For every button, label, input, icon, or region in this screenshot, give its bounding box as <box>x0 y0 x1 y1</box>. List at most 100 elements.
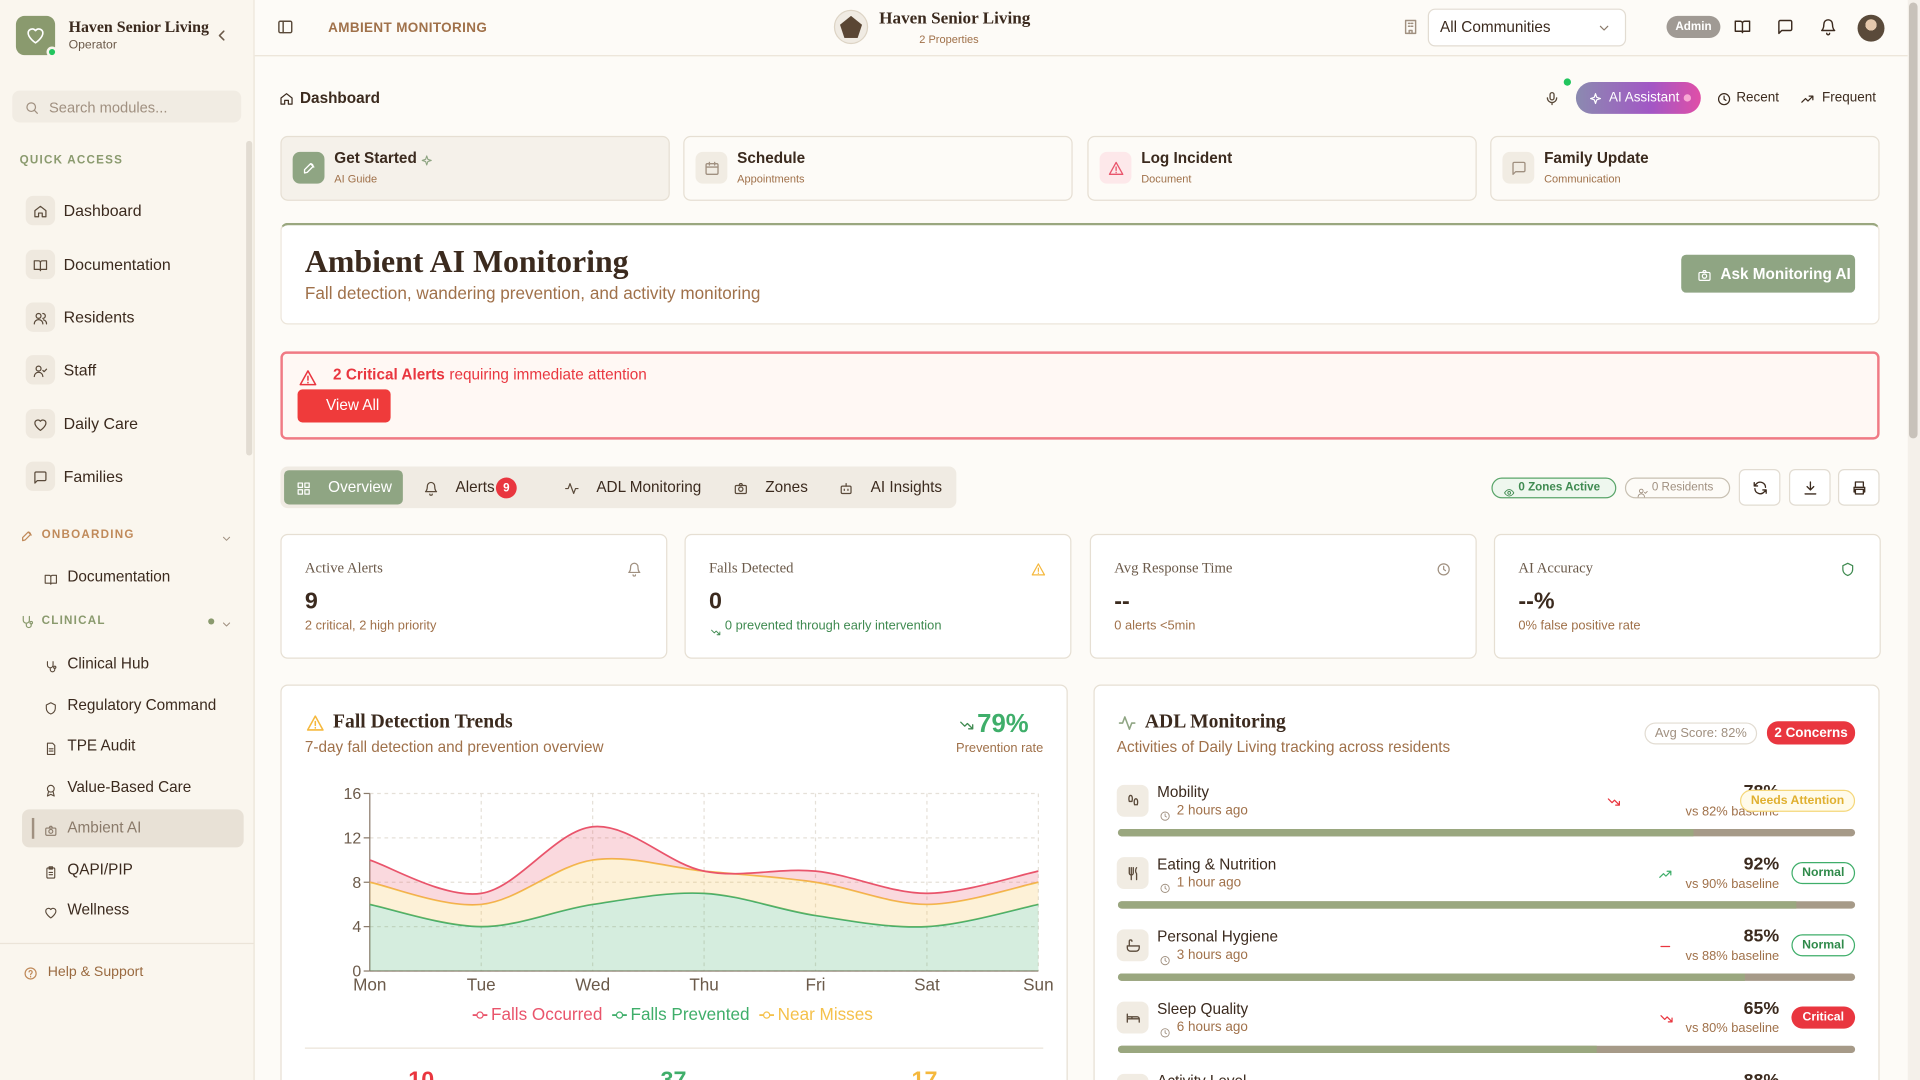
icon-shape <box>44 574 57 585</box>
icon <box>33 257 48 272</box>
tab[interactable] <box>284 470 403 505</box>
icon <box>43 699 56 714</box>
icon <box>1588 91 1603 106</box>
zones-text: 0 Zones Active <box>1518 480 1601 495</box>
nav-item[interactable]: Dashboard <box>63 201 142 220</box>
icon-shape <box>33 312 48 325</box>
nav-item[interactable]: Clinical Hub <box>67 655 150 673</box>
nav-item[interactable]: Residents <box>63 307 135 327</box>
nav-item[interactable]: QAPI/PIP <box>67 860 133 878</box>
status-badge-text: Needs Attention <box>1750 794 1845 808</box>
quick-action-card[interactable] <box>1490 135 1880 201</box>
recent-link[interactable]: Recent <box>1736 90 1780 106</box>
quick-action-subtitle: Document <box>1141 172 1192 185</box>
stat-detail: 0 prevented through early intervention <box>724 618 942 634</box>
icon-shape <box>45 701 56 714</box>
stat-value: 0 <box>708 588 722 615</box>
icon-shape <box>1407 22 1414 35</box>
icon[interactable] <box>1820 18 1837 36</box>
community-select[interactable] <box>1427 8 1627 47</box>
icon <box>306 713 324 731</box>
icon-shape <box>1164 1029 1167 1034</box>
icon-shape <box>1159 1027 1170 1037</box>
brand: Haven Senior Living <box>68 17 209 36</box>
nav-item[interactable]: Ambient AI <box>67 819 142 837</box>
nav-item[interactable]: Families <box>63 467 123 486</box>
stat-label: Avg Response Time <box>1114 558 1233 577</box>
progress-bar <box>1117 828 1693 837</box>
icon <box>1108 160 1124 176</box>
quick-action-card[interactable] <box>1087 135 1477 201</box>
icon-shape <box>1801 95 1814 103</box>
icon-shape <box>1852 480 1865 494</box>
nav-item[interactable]: Value-Based Care <box>67 778 192 796</box>
chart-title: Fall Detection Trends <box>333 711 513 733</box>
icon-shape <box>1031 563 1046 576</box>
icon-shape <box>304 489 310 495</box>
icon <box>33 203 48 218</box>
icon-shape <box>35 365 42 372</box>
icon-shape <box>46 741 55 755</box>
icon <box>1510 160 1526 176</box>
icon-shape <box>1778 19 1793 35</box>
quick-action-card[interactable] <box>280 135 670 201</box>
icon <box>277 18 294 35</box>
zones-pill <box>1491 477 1617 499</box>
view-all-button[interactable] <box>297 389 391 423</box>
icon-shape <box>44 574 57 585</box>
icon-shape <box>24 967 37 980</box>
icon <box>1752 479 1768 495</box>
icon-shape <box>34 205 47 218</box>
icon[interactable] <box>213 27 230 44</box>
icon[interactable] <box>1734 18 1751 35</box>
nav-active <box>22 809 244 848</box>
nav-item[interactable]: Documentation <box>67 568 171 586</box>
avatar[interactable] <box>1857 14 1885 42</box>
adl-time: 3 hours ago <box>1176 947 1248 963</box>
icon-shape <box>280 93 293 105</box>
icon <box>419 151 432 165</box>
frequent-link[interactable]: Frequent <box>1822 90 1876 106</box>
icon-shape <box>565 483 579 495</box>
role: Operator <box>68 38 117 53</box>
icon-shape <box>1404 19 1417 35</box>
icon-shape <box>45 701 56 714</box>
alert-text: requiring immediate attention <box>449 366 647 384</box>
icon <box>301 160 317 176</box>
quick-action-card[interactable] <box>683 135 1073 201</box>
icon-shape <box>297 482 310 495</box>
nav-item[interactable]: Staff <box>63 360 97 379</box>
adl-value: 65% <box>1743 999 1780 1019</box>
nav-item[interactable]: Wellness <box>67 901 130 919</box>
help-link[interactable]: Help & Support <box>47 964 144 980</box>
status-badge <box>1740 789 1856 812</box>
icon[interactable] <box>1543 90 1559 106</box>
icon <box>1159 1022 1170 1037</box>
icon-shape <box>46 660 56 672</box>
icon <box>1697 267 1712 282</box>
icon <box>703 160 719 176</box>
nav-item[interactable]: Regulatory Command <box>67 696 217 714</box>
role-badge-text: Admin <box>1675 20 1712 34</box>
icon-shape <box>1159 1027 1170 1037</box>
icon-shape <box>1778 19 1793 35</box>
icon-shape <box>222 536 231 541</box>
adl-subtitle: Activities of Daily Living tracking acro… <box>1116 738 1451 756</box>
icon-shape <box>222 536 231 541</box>
progress-bar <box>1117 901 1797 909</box>
nav-item[interactable]: Documentation <box>63 255 171 274</box>
icon <box>23 965 38 980</box>
search-box[interactable] <box>12 90 242 123</box>
icon <box>26 26 46 46</box>
nav-item[interactable]: Daily Care <box>63 414 138 433</box>
icon-button[interactable] <box>1738 468 1781 506</box>
icon-shape <box>1031 563 1046 576</box>
icon-shape <box>44 826 56 836</box>
nav-item[interactable]: TPE Audit <box>67 737 136 755</box>
icon-shape <box>1443 565 1447 572</box>
icon[interactable] <box>1777 18 1794 35</box>
mic-dot <box>1563 78 1572 86</box>
ask-ai-label: Ask Monitoring AI <box>1720 265 1851 283</box>
icon-shape <box>1659 870 1672 878</box>
icon <box>24 99 39 114</box>
